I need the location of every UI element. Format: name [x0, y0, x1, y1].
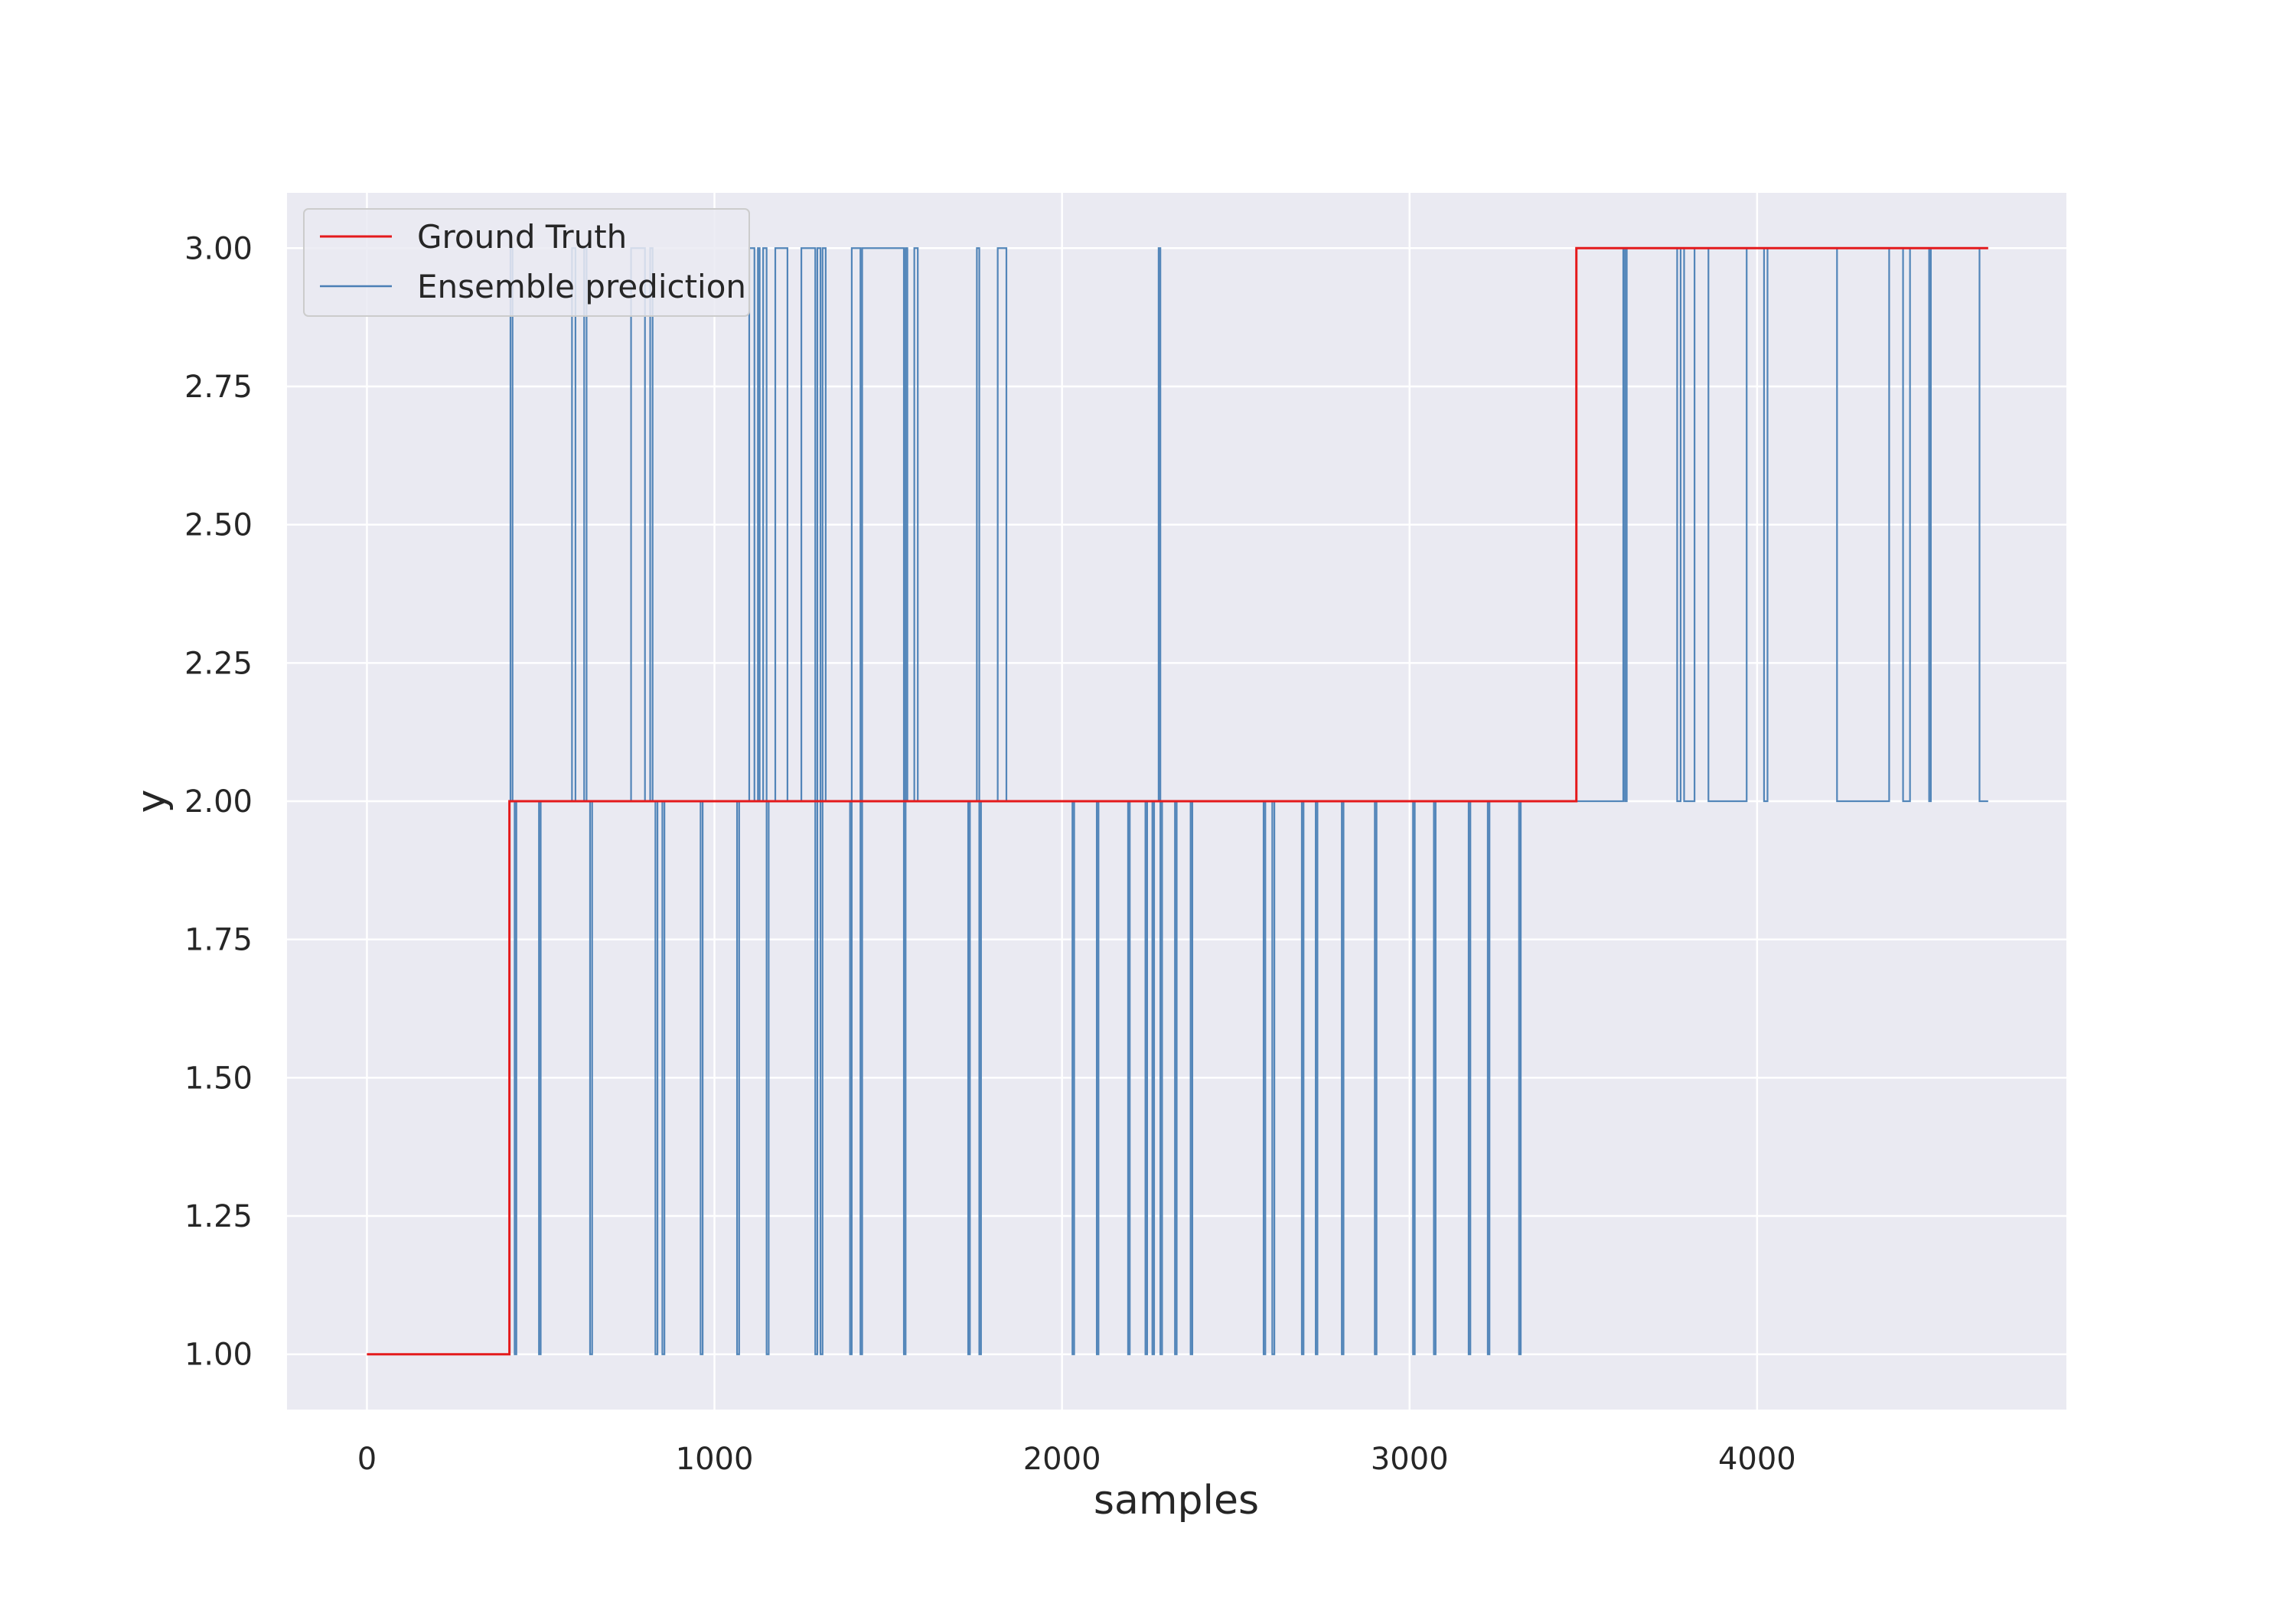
- y-tick-label: 2.00: [184, 784, 253, 820]
- y-tick-label: 1.25: [184, 1199, 253, 1234]
- ground-truth-line: [367, 246, 1988, 1356]
- y-tick-label: 3.00: [184, 231, 253, 266]
- tick-labels: 0 1000 2000 3000 4000 1.00 1.25 1.50 1.75 2.00 2.2…: [184, 231, 1796, 1477]
- y-tick-label: 1.50: [184, 1061, 253, 1096]
- y-tick-label: 1.00: [184, 1338, 253, 1373]
- x-tick-label: 1000: [676, 1442, 754, 1477]
- y-tick-label: 1.75: [184, 923, 253, 958]
- legend-label-ground-truth: Ground Truth: [417, 218, 627, 256]
- legend-label-ensemble-prediction: Ensemble prediction: [417, 268, 746, 305]
- x-tick-label: 0: [357, 1442, 377, 1477]
- y-tick-label: 2.75: [184, 370, 253, 405]
- y-tick-label: 2.25: [184, 646, 253, 681]
- y-tick-label: 2.50: [184, 508, 253, 543]
- x-tick-label: 3000: [1371, 1442, 1449, 1477]
- y-axis-label: y: [129, 790, 174, 813]
- x-axis-label: samples: [1094, 1478, 1259, 1524]
- legend-box: [303, 208, 750, 317]
- series-lines: [367, 246, 1988, 1356]
- x-tick-label: 2000: [1023, 1442, 1101, 1477]
- legend: Ground Truth Ensemble prediction: [303, 208, 750, 317]
- x-tick-label: 4000: [1718, 1442, 1796, 1477]
